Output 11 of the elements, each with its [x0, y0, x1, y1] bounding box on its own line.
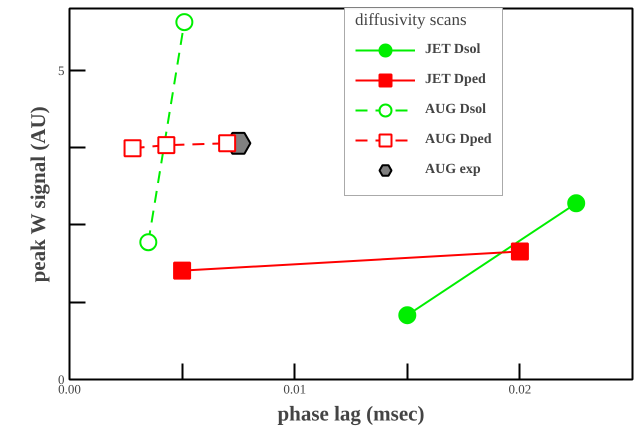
legend-title: diffusivity scans [355, 10, 468, 30]
legend-label: JET Dsol [425, 42, 480, 58]
y-axis-title: peak W signal (AU) [26, 106, 50, 282]
y-tick-label: 5 [58, 62, 64, 78]
legend-label: JET Dped [425, 72, 486, 88]
legend-label: AUG Dped [425, 132, 492, 148]
legend-label: AUG exp [425, 162, 481, 178]
x-tick-label: 0.01 [283, 382, 306, 396]
x-axis-title: phase lag (msec) [278, 402, 424, 426]
x-tick-label: 0.02 [508, 382, 532, 396]
legend-label: AUG Dsol [425, 102, 486, 118]
